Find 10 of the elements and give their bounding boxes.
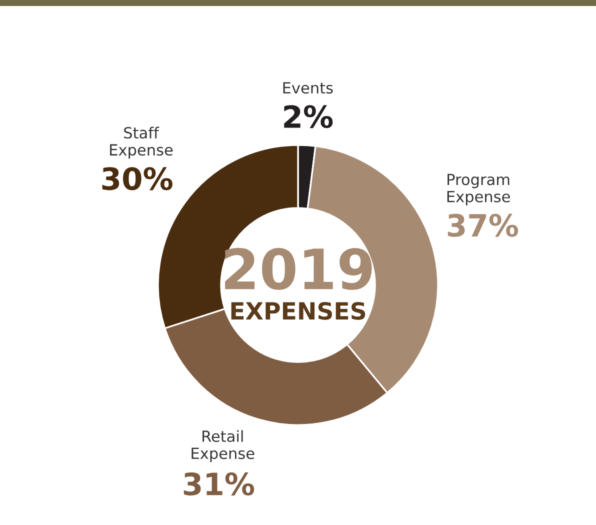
slice-label: Retail Expense <box>192 430 254 462</box>
text: EXPENSES <box>231 302 366 320</box>
data-label: 2% <box>284 105 333 128</box>
data-label: 37% <box>448 214 518 237</box>
text: 2019 <box>225 248 372 290</box>
data-label: 30% <box>102 167 172 190</box>
data-label: 31% <box>184 472 254 496</box>
slice-label: Staff Expense <box>110 126 173 159</box>
slice-label: Events <box>283 82 333 94</box>
slice-label: Program Expense <box>447 174 510 206</box>
